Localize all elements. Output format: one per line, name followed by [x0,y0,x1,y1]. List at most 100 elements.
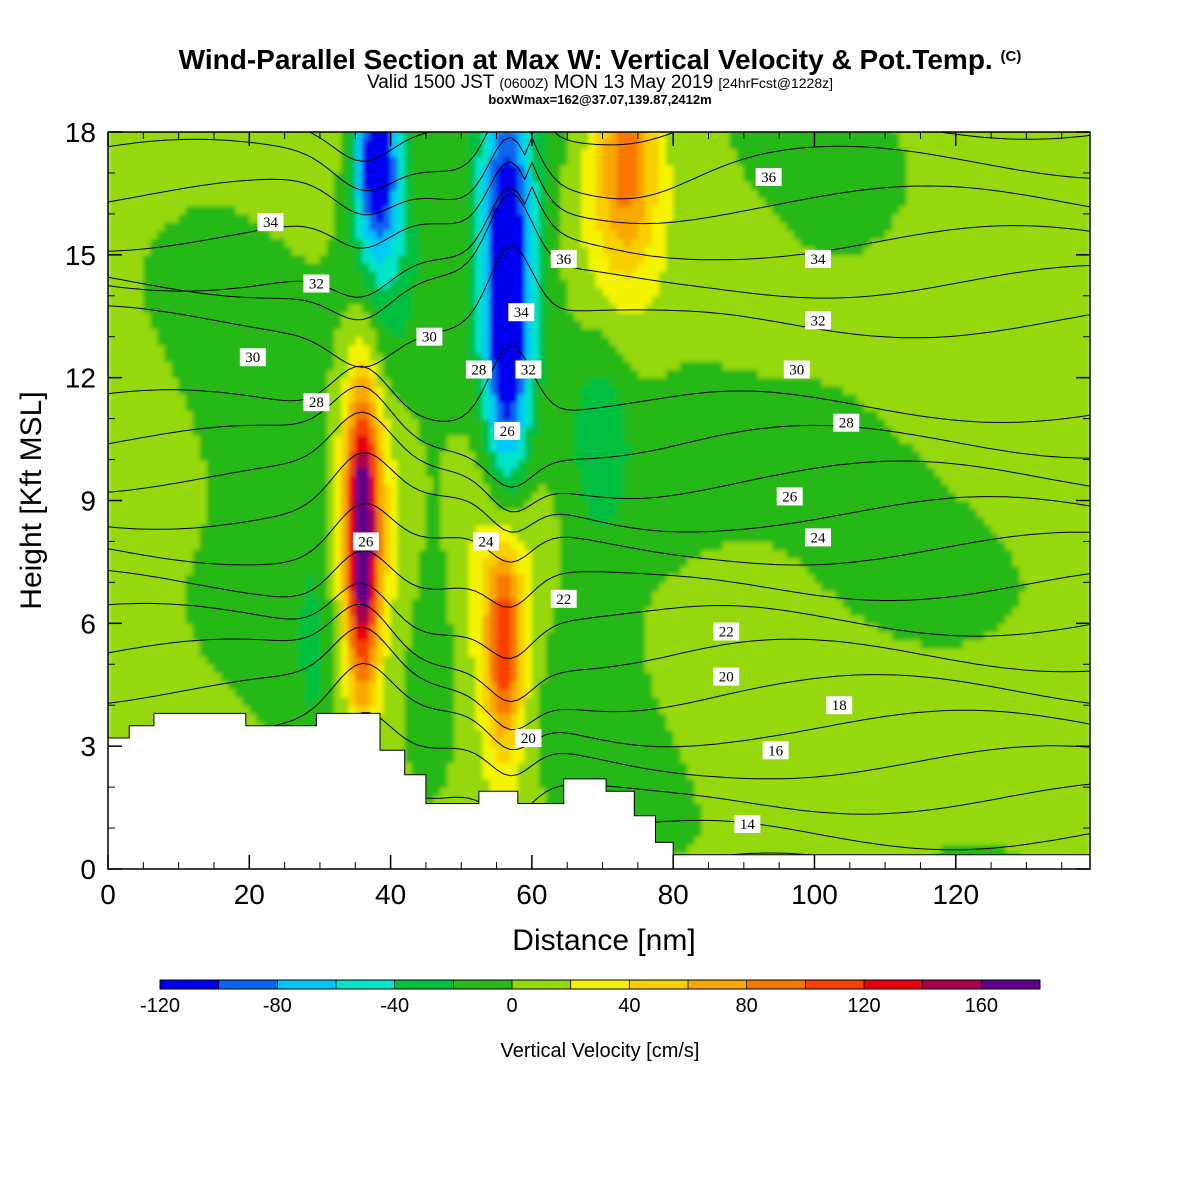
velocity-cell [242,222,250,231]
velocity-cell [369,688,378,698]
velocity-cell [199,615,208,624]
velocity-cell [164,484,173,493]
velocity-cell [235,426,243,436]
velocity-cell [185,598,194,608]
velocity-cell [425,623,434,633]
velocity-cell [447,680,455,690]
velocity-cell [171,287,180,297]
velocity-cell [242,205,250,215]
velocity-cell [397,164,406,174]
velocity-cell [122,566,130,575]
velocity-cell [362,213,370,223]
velocity-cell [115,172,123,182]
velocity-cell [327,647,335,657]
velocity-cell [383,656,392,665]
velocity-cell [305,500,314,510]
velocity-cell [298,263,307,272]
velocity-cell [213,263,222,272]
velocity-cell [256,410,265,420]
velocity-cell [390,737,399,747]
velocity-cell [108,443,116,452]
velocity-cell [319,451,328,461]
velocity-cell [475,721,484,731]
velocity-cell [475,484,484,493]
velocity-cell [185,688,194,698]
velocity-cell [242,402,250,412]
velocity-cell [143,287,151,297]
velocity-cell [397,394,406,403]
velocity-cell [199,377,208,387]
velocity-cell [362,181,370,190]
velocity-cell [192,467,201,477]
velocity-cell [242,443,250,452]
velocity-cell [157,132,166,141]
velocity-cell [468,132,476,141]
velocity-cell [136,132,144,141]
velocity-cell [249,434,257,444]
velocity-cell [369,418,378,428]
velocity-cell [390,205,399,215]
velocity-cell [249,713,257,723]
velocity-cell [136,492,144,502]
velocity-cell [404,566,413,575]
velocity-cell [411,566,420,575]
velocity-cell [362,549,370,559]
velocity-cell [129,164,137,174]
velocity-cell [136,656,144,665]
velocity-cell [404,254,413,264]
velocity-cell [115,664,123,674]
velocity-cell [461,385,469,395]
velocity-cell [249,525,257,534]
velocity-cell [206,664,215,674]
velocity-cell [298,279,307,289]
velocity-cell [122,426,130,436]
velocity-cell [440,172,448,182]
velocity-cell [411,213,420,223]
velocity-cell [383,647,392,657]
velocity-cell [122,246,130,256]
velocity-cell [221,664,229,674]
velocity-cell [348,705,356,715]
velocity-cell [362,394,370,403]
velocity-cell [432,754,441,764]
velocity-cell [129,451,137,461]
velocity-cell [150,344,159,354]
velocity-cell [327,623,335,633]
velocity-cell [461,271,469,280]
velocity-cell [454,132,462,141]
velocity-cell [213,451,222,461]
velocity-cell [432,140,441,149]
velocity-cell [143,475,151,485]
velocity-cell [341,132,349,141]
velocity-cell [136,566,144,575]
velocity-cell [390,197,399,207]
velocity-cell [150,181,159,190]
velocity-cell [397,385,406,395]
velocity-cell [418,672,427,682]
velocity-cell [475,377,484,387]
velocity-cell [221,508,229,518]
velocity-cell [334,574,342,583]
velocity-cell [291,467,300,477]
velocity-cell [355,189,363,199]
velocity-cell [461,320,469,330]
velocity-cell [440,680,448,690]
velocity-cell [355,181,363,190]
velocity-cell [143,295,151,305]
velocity-cell [129,295,137,305]
velocity-cell [327,541,335,551]
velocity-cell [447,213,455,223]
velocity-cell [305,664,314,674]
velocity-cell [228,492,236,502]
velocity-cell [334,238,342,248]
velocity-cell [291,508,300,518]
velocity-cell [425,631,434,641]
velocity-cell [206,418,215,428]
velocity-cell [362,525,370,534]
velocity-cell [206,639,215,649]
velocity-cell [475,238,484,248]
velocity-cell [256,623,265,633]
velocity-cell [129,369,137,379]
velocity-cell [270,656,279,665]
velocity-cell [129,238,137,248]
